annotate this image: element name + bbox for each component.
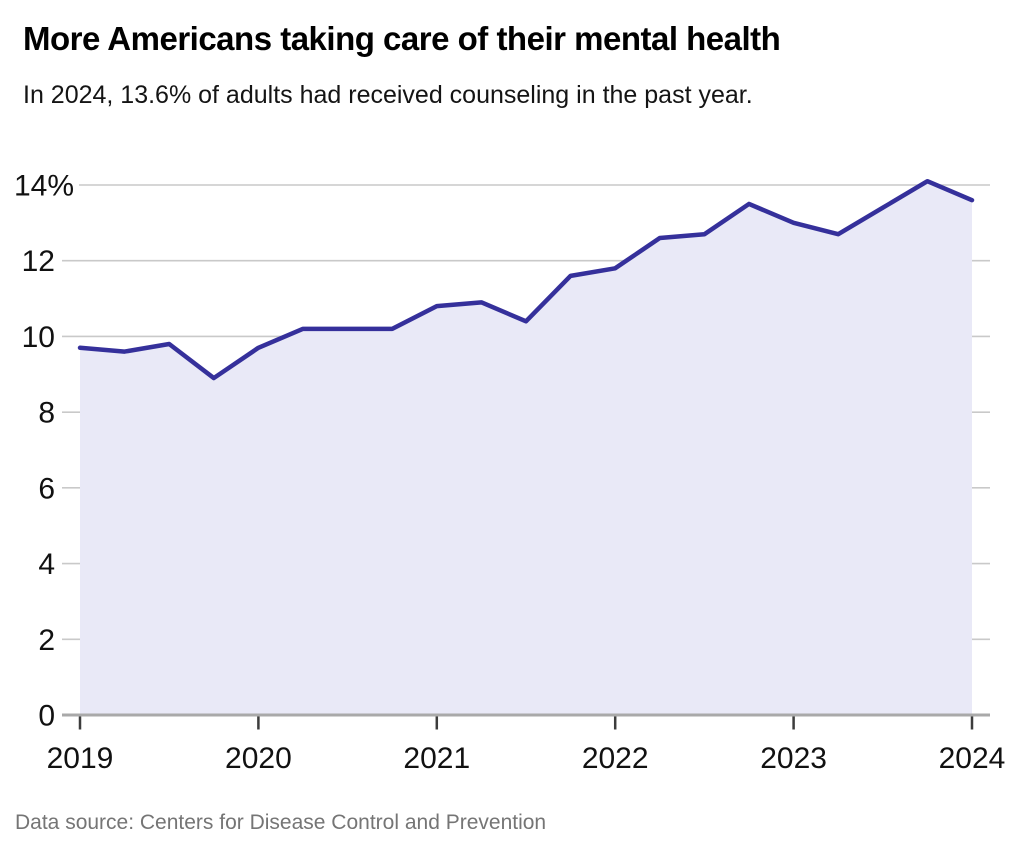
x-axis-label: 2021 [403,742,470,775]
x-axis-label: 2023 [760,742,827,775]
chart-subtitle: In 2024, 13.6% of adults had received co… [23,81,753,109]
data-source: Data source: Centers for Disease Control… [15,811,547,834]
area-fill [80,181,972,715]
y-axis-label: 0 [38,700,55,733]
chart-title: More Americans taking care of their ment… [23,20,781,57]
x-axis-label: 2020 [225,742,292,775]
x-axis-label: 2019 [47,742,114,775]
y-axis-label: 2 [38,624,55,657]
y-axis-label: 14% [14,170,74,203]
y-axis-label: 4 [38,548,55,581]
y-axis-label: 10 [22,321,55,354]
y-axis-label: 12 [22,245,55,278]
x-axis-label: 2024 [939,742,1006,775]
y-axis-label: 6 [38,472,55,505]
y-axis-label: 8 [38,397,55,430]
x-axis-label: 2022 [582,742,649,775]
data-line [77,178,975,381]
